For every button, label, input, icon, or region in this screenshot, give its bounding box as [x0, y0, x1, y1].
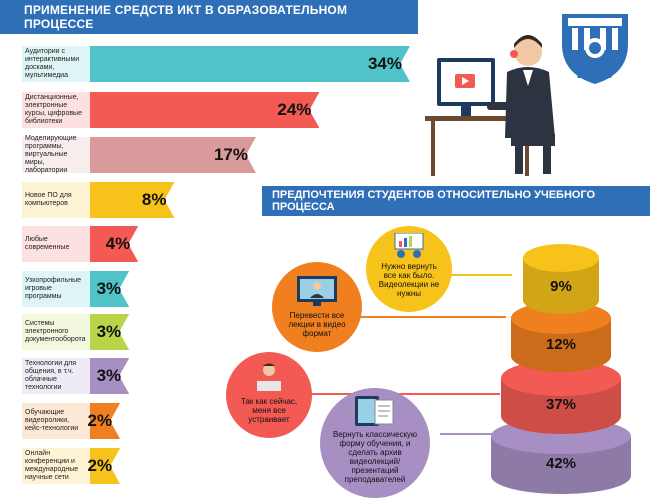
circle-label: Вернуть классическую форму обучения, и с… — [332, 430, 418, 484]
bar-row: Системы электронного документооборота 3% — [22, 314, 141, 350]
bar-row: Обучающие видеоролики, кейс-технологии 2% — [22, 403, 132, 439]
bar-value-label: 2% — [87, 456, 113, 475]
bar-category-label: Обучающие видеоролики, кейс-технологии — [22, 403, 90, 439]
bar-category-label: Технологии для общения, в т.ч. облачные … — [22, 358, 90, 394]
bar-value-label: 24% — [277, 100, 312, 119]
bar-category-label: Новое ПО для компьютеров — [22, 182, 90, 218]
bar-row: Узкопрофильные игровые программы 3% — [22, 271, 141, 307]
preference-circle-orange: Перевести все лекции в видео формат — [272, 262, 362, 352]
cylinder-value-label: 9% — [550, 278, 572, 295]
bar-category-label: Узкопрофильные игровые программы — [22, 271, 90, 307]
bar-category-label: Дистанционные, электронные курсы, цифров… — [22, 92, 90, 128]
preference-circle-purple: Вернуть классическую форму обучения, и с… — [320, 388, 430, 498]
bar-row: Любые современные 4% — [22, 226, 150, 262]
cylinder-tier-top — [523, 244, 599, 272]
vyatgu-logo-icon — [562, 14, 628, 84]
preferences-cylinder-chart: 9% 12% 37% 42% — [491, 244, 631, 494]
connector-line — [440, 433, 500, 435]
bar-category-label: Любые современные — [22, 226, 90, 262]
connector-line — [356, 316, 506, 318]
circle-label: Так как сейчас, меня все устраивает — [240, 397, 298, 424]
logo-text: ВятГУ — [576, 66, 616, 81]
bar-row: Дистанционные, электронные курсы, цифров… — [22, 92, 331, 128]
cylinder-tier — [523, 258, 599, 314]
circle-label: Перевести все лекции в видео формат — [288, 311, 346, 338]
bar-value-label: 3% — [96, 366, 122, 385]
circle-label: Нужно вернуть все как было. Видеолекции … — [378, 262, 440, 298]
preference-circle-yellow: Нужно вернуть все как было. Видеолекции … — [366, 226, 452, 312]
video-lecture-monitor-icon — [297, 276, 337, 306]
top-chart-title: ПРИМЕНЕНИЕ СРЕДСТВ ИКТ В ОБРАЗОВАТЕЛЬНОМ… — [0, 0, 418, 34]
connector-line — [432, 274, 512, 276]
presentation-icon — [394, 233, 424, 258]
bar-category-label: Моделирующие программы, виртуальные миры… — [22, 135, 90, 174]
bar-value-label: 3% — [96, 322, 122, 341]
bar-value-label: 34% — [367, 54, 402, 73]
bar-value-label: 8% — [141, 190, 167, 209]
bar-value-label: 3% — [96, 279, 122, 298]
bar-category-label: Системы электронного документооборота — [22, 314, 90, 350]
tablet-document-icon — [355, 396, 394, 426]
preferences-title: ПРЕДПОЧТЕНИЯ СТУДЕНТОВ ОТНОСИТЕЛЬНО УЧЕБ… — [262, 186, 650, 216]
bar-row: Моделирующие программы, виртуальные миры… — [22, 135, 268, 174]
cylinder-tier-top — [501, 360, 621, 396]
preference-circle-red: Так как сейчас, меня все устраивает — [226, 352, 312, 438]
cylinder-value-label: 37% — [546, 396, 576, 413]
bar-value-label: 2% — [87, 411, 113, 430]
person-at-computer-illustration — [425, 35, 555, 176]
cylinder-value-label: 12% — [546, 336, 576, 353]
bar-category-label: Онлайн конференции и международные научн… — [22, 448, 90, 484]
bar-category-label: Аудитории с интерактивными досками, муль… — [22, 46, 90, 82]
cylinder-value-label: 42% — [546, 455, 576, 472]
bar-row: Онлайн конференции и международные научн… — [22, 448, 132, 484]
bar-value-label: 4% — [105, 234, 131, 253]
bar-row: Новое ПО для компьютеров 8% — [22, 182, 186, 218]
bar-value-label: 17% — [213, 145, 248, 164]
bar-row: Технологии для общения, в т.ч. облачные … — [22, 358, 141, 394]
bar-row: Аудитории с интерактивными досками, муль… — [22, 46, 422, 82]
person-laptop-icon — [257, 363, 281, 391]
